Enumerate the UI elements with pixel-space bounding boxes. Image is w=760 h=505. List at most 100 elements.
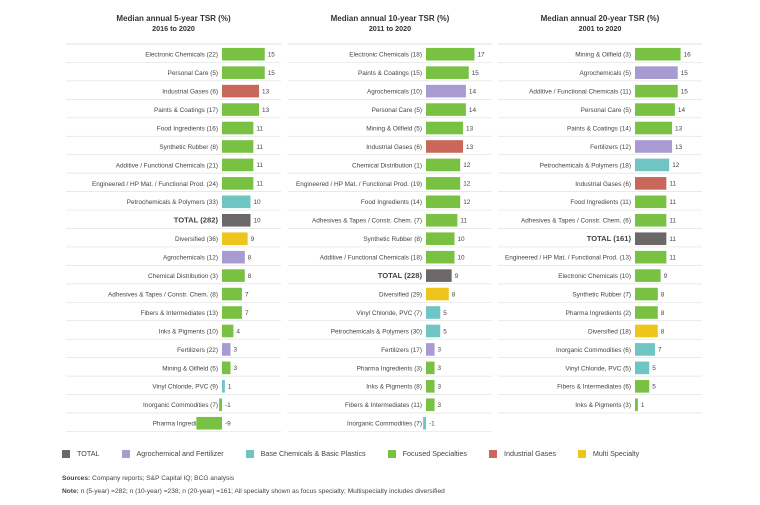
value-label: 8	[452, 291, 456, 298]
value-label: 12	[463, 162, 471, 169]
value-label: 3	[438, 347, 442, 354]
chart-subtitle: 2016 to 2020	[152, 24, 195, 33]
bar	[635, 140, 673, 153]
sources-note: Sources: Company reports; S&P Capital IQ…	[62, 475, 234, 482]
value-label: 8	[248, 254, 252, 261]
value-label: 5	[652, 384, 656, 391]
category-label: Diversified (29)	[379, 291, 422, 298]
category-label: Pharma Ingredients (3)	[357, 365, 422, 372]
category-label: Inks & Pigments (3)	[575, 402, 631, 409]
value-label: 11	[256, 144, 263, 151]
bar	[635, 232, 667, 246]
category-label: Vinyl Chloride, PVC (7)	[356, 310, 422, 317]
value-label: 13	[675, 125, 683, 132]
category-label: Petrochemicals & Polymers (18)	[540, 162, 631, 169]
value-label: 7	[245, 291, 249, 298]
bar	[635, 47, 681, 61]
bar	[222, 213, 251, 227]
bar	[426, 140, 464, 153]
value-label: 15	[472, 70, 480, 77]
category-label: Fertilizers (17)	[381, 347, 422, 354]
value-label: 12	[463, 199, 471, 206]
category-label: Electronic Chemicals (18)	[349, 52, 422, 59]
value-label: 12	[463, 181, 471, 188]
bar	[426, 287, 449, 301]
bar	[426, 84, 466, 98]
category-label: Diversified (18)	[588, 328, 631, 335]
category-label: Adhesives & Tapes / Constr. Chem. (7)	[312, 218, 422, 225]
bar	[426, 324, 441, 338]
value-label: 11	[256, 162, 263, 169]
value-label: 11	[256, 125, 263, 132]
bar	[426, 103, 466, 116]
footnote: Note: n (5-year) =282; n (10-year) =238;…	[62, 488, 445, 495]
legend-item: Agrochemical and Fertilizer	[121, 449, 224, 458]
bar	[426, 121, 464, 135]
value-label: 3	[438, 384, 442, 391]
value-label: 1	[641, 402, 645, 409]
chart-subtitle: 2001 to 2020	[579, 24, 622, 33]
value-label: 14	[469, 107, 477, 114]
category-label: Petrochemicals & Polymers (30)	[331, 328, 422, 335]
legend-item: Industrial Gases	[488, 449, 556, 458]
value-label: 8	[248, 273, 252, 280]
category-label: Food Ingredients (11)	[570, 199, 631, 206]
value-label: 12	[672, 162, 680, 169]
category-label: Industrial Gases (6)	[575, 181, 631, 188]
bar	[222, 380, 225, 393]
category-label: Agrochemicals (5)	[580, 70, 632, 77]
legend-swatch	[62, 449, 70, 458]
bar	[635, 361, 650, 375]
value-label: 8	[661, 310, 665, 317]
note-label: Note:	[62, 488, 79, 495]
category-label: Fertilizers (12)	[590, 144, 631, 151]
value-label: 9	[664, 273, 668, 280]
bar	[635, 269, 661, 282]
legend-label: Base Chemicals & Basic Plastics	[260, 449, 366, 458]
category-label: TOTAL (228)	[378, 271, 423, 280]
category-label: Additive / Functional Chemicals (11)	[529, 89, 631, 96]
value-label: 13	[262, 88, 270, 95]
category-label: Industrial Gases (6)	[366, 144, 422, 151]
value-label: 15	[268, 52, 276, 59]
bar	[635, 121, 673, 135]
value-label: 11	[669, 218, 676, 225]
category-label: Vinyl Chloride, PVC (5)	[565, 365, 631, 372]
category-label: Electronic Chemicals (10)	[558, 273, 631, 280]
value-label: 10	[458, 236, 466, 243]
category-label: Pharma Ingredients (5)	[153, 421, 218, 428]
value-label: 5	[443, 310, 447, 317]
value-label: -9	[225, 421, 231, 428]
value-label: 10	[254, 218, 262, 225]
value-label: 14	[469, 88, 477, 95]
bar	[635, 84, 678, 98]
bar	[222, 195, 251, 209]
bar	[635, 177, 667, 190]
bar	[426, 232, 455, 246]
value-label: 15	[681, 70, 689, 77]
category-label: Diversified (36)	[175, 236, 218, 243]
bar	[222, 84, 260, 98]
value-label: 3	[234, 365, 238, 372]
value-label: 1	[228, 384, 232, 391]
category-label: Inorganic Commodities (7)	[143, 402, 218, 409]
value-label: 3	[234, 347, 238, 354]
chart-title: Median annual 10-year TSR (%)	[331, 14, 450, 23]
value-label: 3	[438, 402, 442, 409]
category-label: Agrochemicals (12)	[163, 255, 218, 262]
category-label: Engineered / HP Mat. / Functional Prod. …	[505, 255, 631, 262]
category-label: Engineered / HP Mat. / Functional Prod. …	[92, 181, 218, 188]
legend-label: Multi Specialty	[592, 449, 640, 458]
value-label: 7	[245, 310, 249, 317]
bar	[635, 195, 667, 209]
bar	[426, 47, 475, 61]
category-label: Agrochemicals (10)	[367, 89, 422, 96]
chart-title: Median annual 20-year TSR (%)	[541, 14, 660, 23]
sources-label: Sources:	[62, 475, 91, 482]
category-label: Mining & Oilfield (5)	[366, 125, 422, 132]
value-label: 13	[262, 107, 270, 114]
category-label: Petrochemicals & Polymers (33)	[127, 199, 218, 206]
category-label: Additive / Functional Chemicals (21)	[116, 162, 218, 169]
value-label: 4	[236, 328, 240, 335]
bar	[426, 250, 455, 264]
